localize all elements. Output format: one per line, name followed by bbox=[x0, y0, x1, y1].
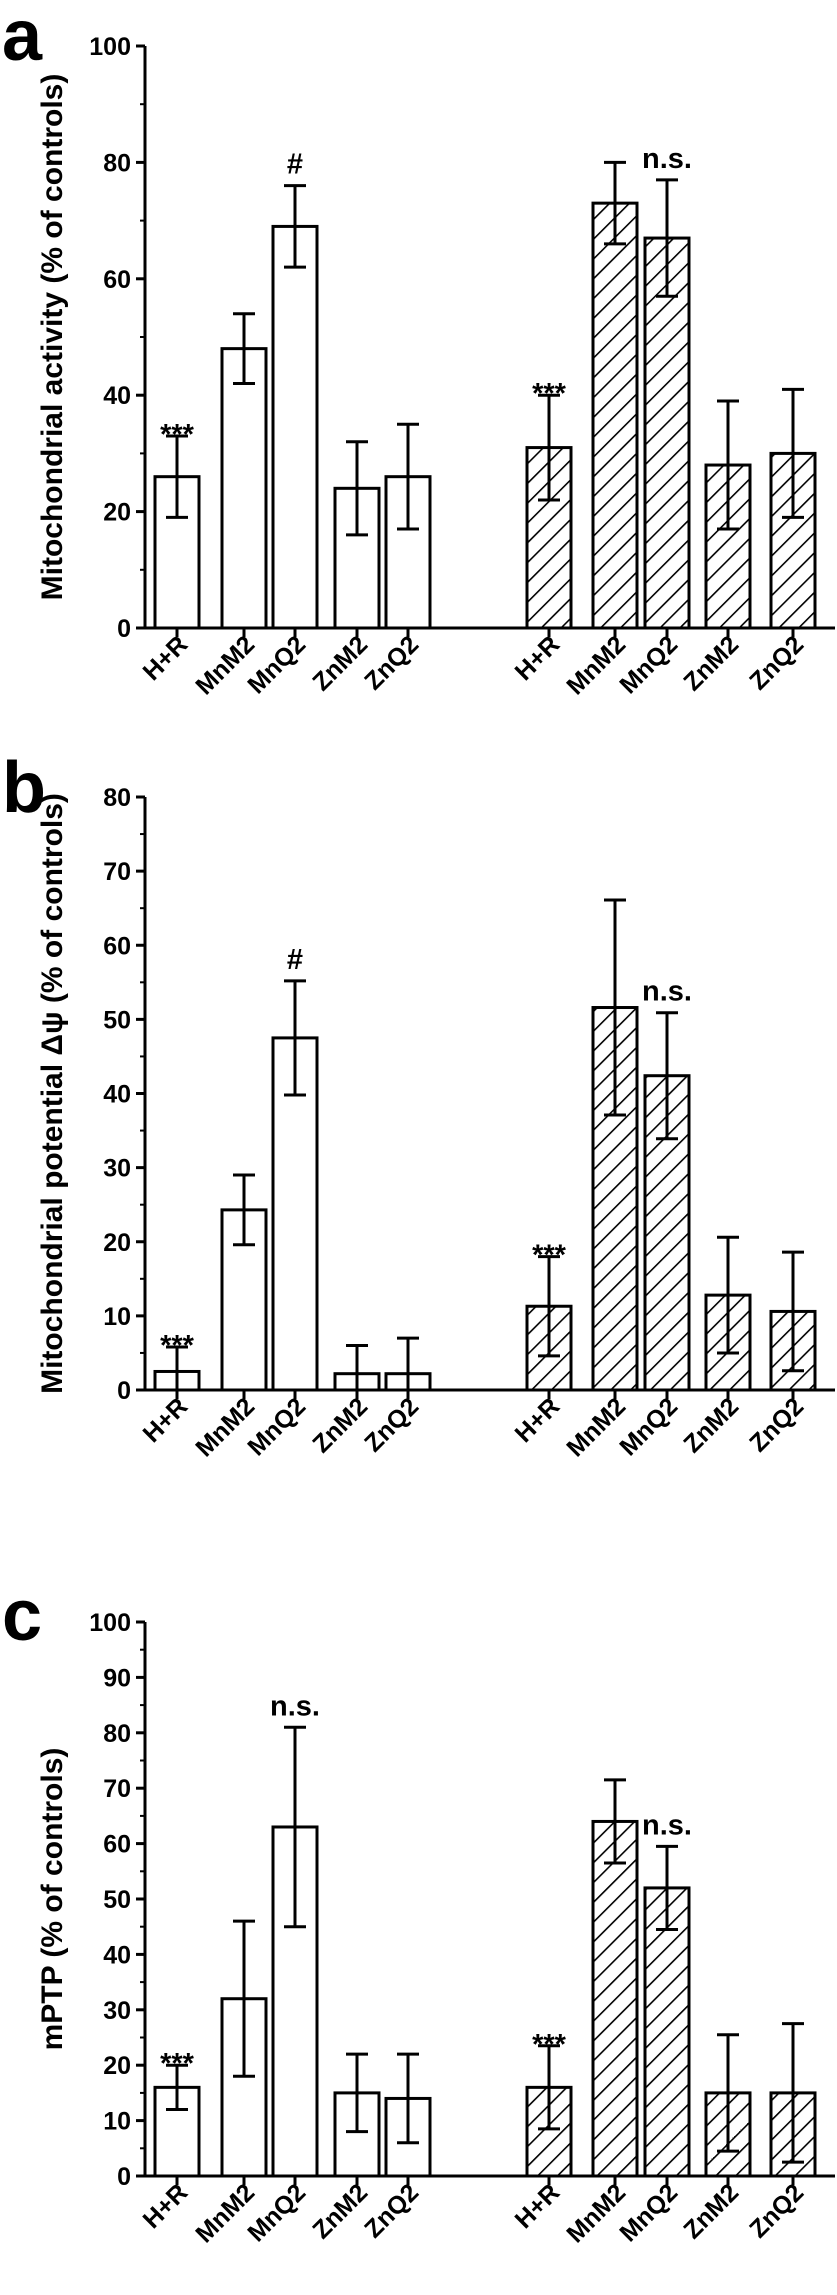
significance-annotation: n.s. bbox=[642, 143, 692, 175]
category-label: MnQ2 bbox=[614, 630, 683, 699]
category-label: H+R bbox=[138, 630, 194, 686]
y-tick-label: 30 bbox=[103, 1997, 131, 2025]
category-label: MnQ2 bbox=[242, 630, 311, 699]
category-label: MnM2 bbox=[190, 1392, 260, 1462]
y-tick-label: 100 bbox=[89, 1609, 131, 1637]
significance-annotation: *** bbox=[532, 378, 567, 410]
y-tick-label: 40 bbox=[103, 1081, 131, 1109]
category-label: H+R bbox=[510, 630, 566, 686]
category-label: MnM2 bbox=[561, 630, 631, 700]
category-label: ZnM2 bbox=[307, 2178, 373, 2244]
bar bbox=[643, 1886, 691, 2178]
significance-annotation: # bbox=[287, 149, 303, 181]
y-tick-label: 70 bbox=[103, 858, 131, 886]
y-tick-label: 60 bbox=[103, 266, 131, 294]
y-tick-label: 70 bbox=[103, 1775, 131, 1803]
category-label: MnM2 bbox=[190, 630, 260, 700]
bar bbox=[271, 224, 319, 630]
y-tick-label: 60 bbox=[103, 1831, 131, 1859]
category-label: ZnQ2 bbox=[359, 1392, 424, 1457]
y-tick-label: 90 bbox=[103, 1664, 131, 1692]
category-label: ZnQ2 bbox=[744, 1392, 809, 1457]
y-tick-label: 80 bbox=[103, 784, 131, 812]
category-label: ZnM2 bbox=[307, 630, 373, 696]
y-tick-label: 30 bbox=[103, 1155, 131, 1183]
category-label: H+R bbox=[138, 1392, 194, 1448]
category-label: ZnM2 bbox=[678, 630, 744, 696]
category-label: H+R bbox=[510, 2178, 566, 2234]
y-tick-label: 0 bbox=[117, 2163, 131, 2191]
y-tick-label: 20 bbox=[103, 2052, 131, 2080]
panel-letter: a bbox=[2, 0, 43, 76]
category-label: MnQ2 bbox=[242, 1392, 311, 1461]
significance-annotation: *** bbox=[160, 1330, 195, 1362]
category-label: ZnM2 bbox=[678, 1392, 744, 1458]
y-tick-label: 10 bbox=[103, 2108, 131, 2136]
y-axis-label: Mitochondrial potential Δψ (% of control… bbox=[36, 793, 69, 1394]
significance-annotation: *** bbox=[532, 2029, 567, 2061]
y-tick-label: 20 bbox=[103, 1229, 131, 1257]
category-label: ZnM2 bbox=[678, 2178, 744, 2244]
panel-letter: b bbox=[2, 748, 46, 828]
bar bbox=[153, 475, 201, 630]
significance-annotation: n.s. bbox=[642, 1809, 692, 1841]
y-tick-label: 60 bbox=[103, 932, 131, 960]
category-label: MnQ2 bbox=[242, 2178, 311, 2247]
category-label: H+R bbox=[138, 2178, 194, 2234]
category-label: MnM2 bbox=[561, 1392, 631, 1462]
bar bbox=[271, 1036, 319, 1392]
bar bbox=[333, 2091, 381, 2178]
y-tick-label: 20 bbox=[103, 499, 131, 527]
y-axis-label: mPTP (% of controls) bbox=[36, 1748, 69, 2051]
significance-annotation: n.s. bbox=[270, 1690, 320, 1722]
chart-panel-c: c mPTP (% of controls) 0 10 20 30 40 50 60 70 80 90… bbox=[2, 1576, 835, 2248]
y-tick-label: 80 bbox=[103, 1720, 131, 1748]
category-label: ZnQ2 bbox=[744, 2178, 809, 2243]
bar bbox=[591, 201, 639, 630]
y-tick-label: 50 bbox=[103, 1886, 131, 1914]
y-tick-label: 0 bbox=[117, 615, 131, 643]
category-label: MnM2 bbox=[561, 2178, 631, 2248]
bar bbox=[591, 1819, 639, 2178]
y-tick-label: 0 bbox=[117, 1377, 131, 1405]
bar bbox=[643, 236, 691, 630]
category-label: MnQ2 bbox=[614, 1392, 683, 1461]
y-tick-label: 40 bbox=[103, 1941, 131, 1969]
category-label: ZnQ2 bbox=[744, 630, 809, 695]
category-label: MnQ2 bbox=[614, 2178, 683, 2247]
significance-annotation: *** bbox=[160, 419, 195, 451]
category-label: MnM2 bbox=[190, 2178, 260, 2248]
panel-letter: c bbox=[2, 1576, 42, 1656]
bar bbox=[220, 347, 268, 630]
y-tick-label: 10 bbox=[103, 1303, 131, 1331]
y-tick-label: 80 bbox=[103, 149, 131, 177]
significance-annotation: n.s. bbox=[642, 976, 692, 1008]
y-tick-label: 50 bbox=[103, 1006, 131, 1034]
category-label: ZnQ2 bbox=[359, 630, 424, 695]
significance-annotation: # bbox=[287, 944, 303, 976]
significance-annotation: *** bbox=[532, 1240, 567, 1272]
category-label: H+R bbox=[510, 1392, 566, 1448]
significance-annotation: *** bbox=[160, 2048, 195, 2080]
y-tick-label: 40 bbox=[103, 382, 131, 410]
category-label: ZnQ2 bbox=[359, 2178, 424, 2243]
y-tick-label: 100 bbox=[89, 33, 131, 61]
category-label: ZnM2 bbox=[307, 1392, 373, 1458]
y-axis-label: Mitochondrial activity (% of controls) bbox=[36, 74, 69, 601]
